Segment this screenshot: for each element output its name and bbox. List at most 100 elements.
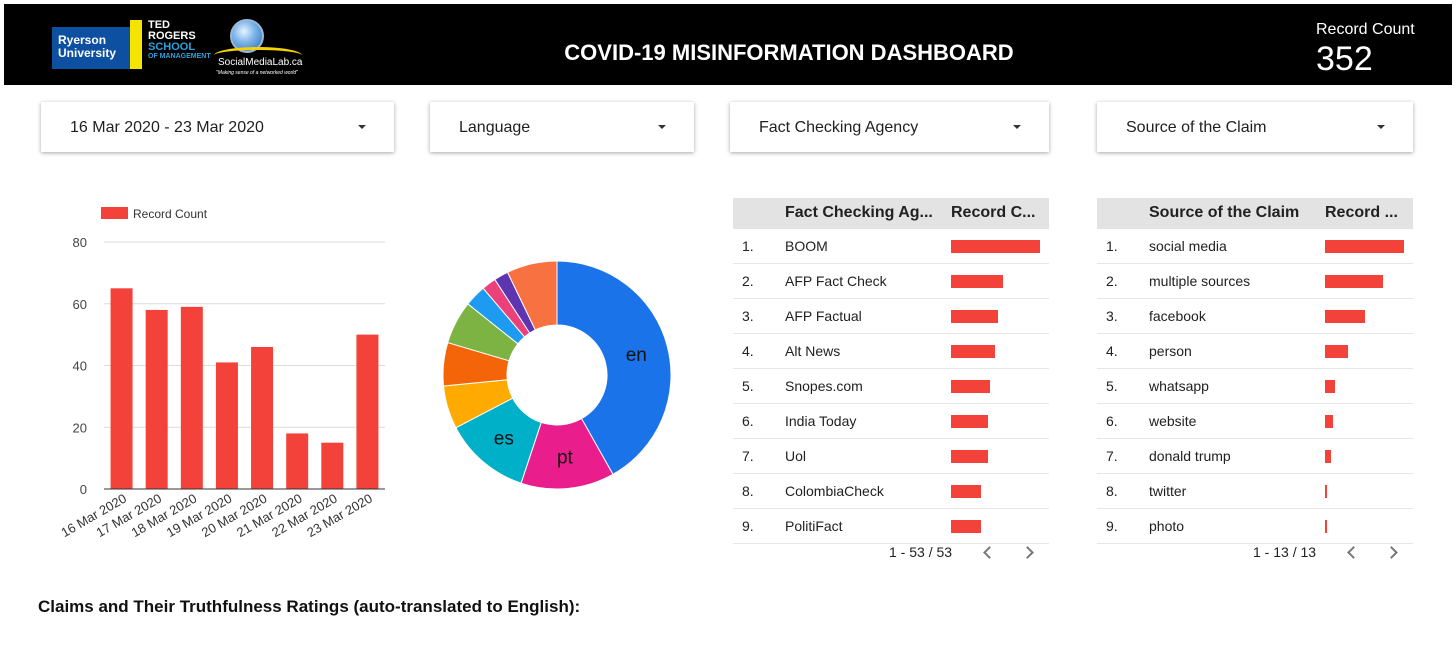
table-row[interactable]: 7. donald trump [1097,439,1413,474]
row-index: 5. [1106,378,1118,394]
language-filter[interactable]: Language [430,102,694,152]
column-header-record-count[interactable]: Record ... [1325,204,1398,221]
fact-checking-agency-filter[interactable]: Fact Checking Agency [730,102,1049,152]
donut-slice [556,260,672,476]
table-row[interactable]: 5. Snopes.com [733,369,1049,404]
bar [145,309,168,489]
social-media-lab-logo-text: SocialMediaLab.ca [218,57,303,68]
row-name: PolitiFact [785,518,843,534]
row-name: whatsapp [1149,378,1209,394]
y-tick-label: 60 [73,297,87,312]
record-count-label: Record Count [1316,21,1415,38]
donut-slice-label: en [626,345,647,366]
record-count-bar [951,520,981,533]
record-count-bar [1325,240,1404,253]
source-of-claim-filter-label: Source of the Claim [1126,119,1267,136]
bar [180,306,203,489]
row-index: 2. [1106,273,1118,289]
row-name: India Today [785,413,857,429]
row-name: ColombiaCheck [785,483,884,499]
table-row[interactable]: 4. person [1097,334,1413,369]
record-count-bar [1325,485,1327,498]
chevron-right-icon[interactable] [1021,546,1034,559]
row-name: AFP Factual [785,308,862,324]
donut-slice-label: es [494,428,514,449]
record-count-bar [951,240,1040,253]
table-row[interactable]: 4. Alt News [733,334,1049,369]
row-name: BOOM [785,238,828,254]
bar [215,362,238,489]
row-index: 1. [742,238,754,254]
bar [251,346,274,489]
row-index: 9. [742,518,754,534]
ted-rogers-logo-line3: SCHOOL [148,41,196,53]
row-name: photo [1149,518,1185,534]
table-header: Fact Checking Ag... Record C... [733,198,1049,229]
y-tick-label: 80 [73,235,87,250]
date-range-filter[interactable]: 16 Mar 2020 - 23 Mar 2020 [41,102,394,152]
row-name: twitter [1149,483,1187,499]
row-name: multiple sources [1149,273,1251,289]
chevron-left-icon[interactable] [1347,546,1360,559]
record-count-bar [951,415,988,428]
ryerson-logo: Ryerson University [52,27,130,69]
row-index: 6. [1106,413,1118,429]
chevron-right-icon[interactable] [1385,546,1398,559]
ted-rogers-logo: TED ROGERS SCHOOL OF MANAGEMENT [148,20,211,61]
row-index: 4. [1106,343,1118,359]
record-count-bar [951,485,981,498]
column-header-agency[interactable]: Fact Checking Ag... [785,204,933,221]
table-row[interactable]: 3. AFP Factual [733,299,1049,334]
record-count-bar [1325,450,1331,463]
donut-slice [506,260,558,331]
y-tick-label: 20 [73,420,87,435]
table-row[interactable]: 6. website [1097,404,1413,439]
table-row[interactable]: 9. PolitiFact [733,509,1049,544]
table-row[interactable]: 8. ColombiaCheck [733,474,1049,509]
table-row[interactable]: 7. Uol [733,439,1049,474]
table-row[interactable]: 2. multiple sources [1097,264,1413,299]
row-index: 2. [742,273,754,289]
swoosh-icon [214,47,302,64]
record-count-value: 352 [1316,40,1373,78]
row-name: Alt News [785,343,841,359]
row-index: 8. [742,483,754,499]
row-index: 3. [1106,308,1118,324]
pagination-label: 1 - 13 / 13 [1253,544,1317,560]
ted-rogers-logo-line1: TED [148,19,170,31]
record-count-bar [1325,345,1348,358]
column-header-source[interactable]: Source of the Claim [1149,204,1300,221]
row-index: 6. [742,413,754,429]
table-row[interactable]: 3. facebook [1097,299,1413,334]
fact-checking-agency-table: Fact Checking Ag... Record C... 1. BOOM 2.… [733,198,1049,568]
source-of-claim-table: Source of the Claim Record ... 1. social … [1097,198,1413,568]
ryerson-logo-bar [130,20,142,69]
table-row[interactable]: 5. whatsapp [1097,369,1413,404]
table-row[interactable]: 9. photo [1097,509,1413,544]
dropdown-arrow-icon [1013,125,1021,129]
record-count-bar [951,275,1003,288]
y-tick-label: 40 [73,359,87,374]
table-row[interactable]: 1. social media [1097,229,1413,264]
column-header-record-count[interactable]: Record C... [951,204,1036,221]
table-row[interactable]: 8. twitter [1097,474,1413,509]
row-index: 7. [742,448,754,464]
row-name: website [1149,413,1197,429]
bar [321,442,344,489]
social-media-lab-logo-tagline: "Making sense of a networked world" [216,70,298,76]
table-row[interactable]: 1. BOOM [733,229,1049,264]
source-of-claim-filter[interactable]: Source of the Claim [1097,102,1413,152]
legend-label: Record Count [133,207,208,221]
row-name: Snopes.com [785,378,863,394]
chevron-left-icon[interactable] [983,546,996,559]
table-row[interactable]: 6. India Today [733,404,1049,439]
bar [356,334,379,489]
record-count-bar [1325,310,1365,323]
page-title: COVID-19 MISINFORMATION DASHBOARD [564,40,1014,65]
record-count-bar [1325,275,1383,288]
table-row[interactable]: 2. AFP Fact Check [733,264,1049,299]
dashboard-header: Ryerson University TED ROGERS SCHOOL OF … [4,4,1452,85]
record-count-bar [1325,415,1333,428]
donut-slice-label: pt [557,448,574,469]
